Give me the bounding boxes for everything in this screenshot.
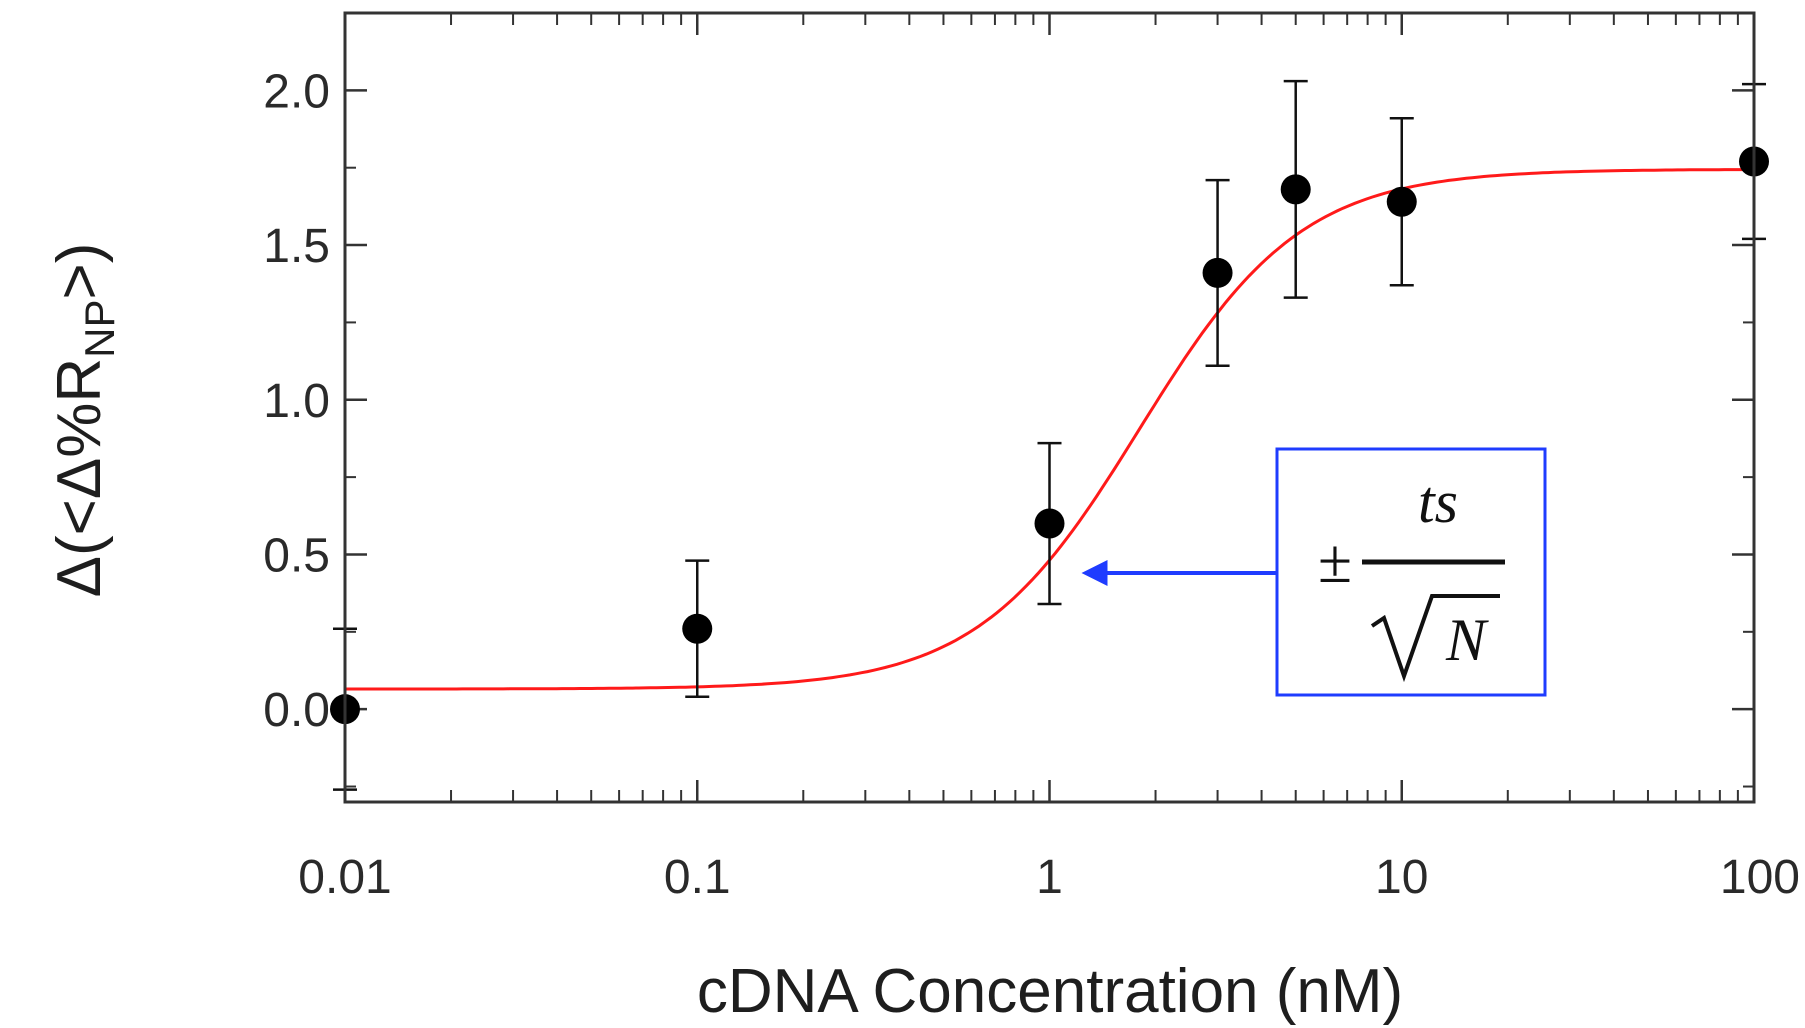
y-axis-label: Δ(<Δ%RNP>) xyxy=(45,243,123,598)
data-point xyxy=(1386,186,1417,217)
x-axis-label: cDNA Concentration (nM) xyxy=(697,957,1403,1026)
error-bars xyxy=(333,79,1766,791)
y-tick-label: 2.0 xyxy=(263,65,330,118)
y-axis-label-end: >) xyxy=(45,243,114,300)
annotation: ± ts N xyxy=(1081,447,1547,697)
annotation-arrowhead xyxy=(1081,559,1108,586)
y-tick-label: 1.5 xyxy=(263,220,330,273)
x-tick-label: 100 xyxy=(1720,851,1800,904)
data-point xyxy=(682,613,713,644)
y-tick-label: 1.0 xyxy=(263,375,330,428)
x-tick-label: 0.01 xyxy=(298,851,391,904)
y-tick-label: 0.0 xyxy=(263,684,330,737)
y-tick-label: 0.5 xyxy=(263,529,330,582)
y-tick-labels: 0.0 0.5 1.0 1.5 2.0 xyxy=(263,65,330,737)
y-axis-label-main: Δ(<Δ%R xyxy=(45,358,114,598)
x-tick-labels: 0.01 0.1 1 10 100 xyxy=(298,851,1800,904)
data-point xyxy=(1034,508,1065,539)
fraction-numerator: ts xyxy=(1418,469,1458,535)
x-tick-label: 1 xyxy=(1036,851,1063,904)
data-point xyxy=(1280,174,1311,205)
plot-frame xyxy=(343,11,1756,804)
fraction-denominator: N xyxy=(1445,607,1489,673)
data-point xyxy=(1202,257,1233,288)
x-tick-label: 10 xyxy=(1375,851,1428,904)
x-tick-label: 0.1 xyxy=(664,851,731,904)
data-points xyxy=(330,146,1769,725)
plus-minus-sign: ± xyxy=(1318,528,1352,596)
sqrt-symbol xyxy=(1370,594,1500,683)
y-axis-label-sub: NP xyxy=(76,299,123,357)
